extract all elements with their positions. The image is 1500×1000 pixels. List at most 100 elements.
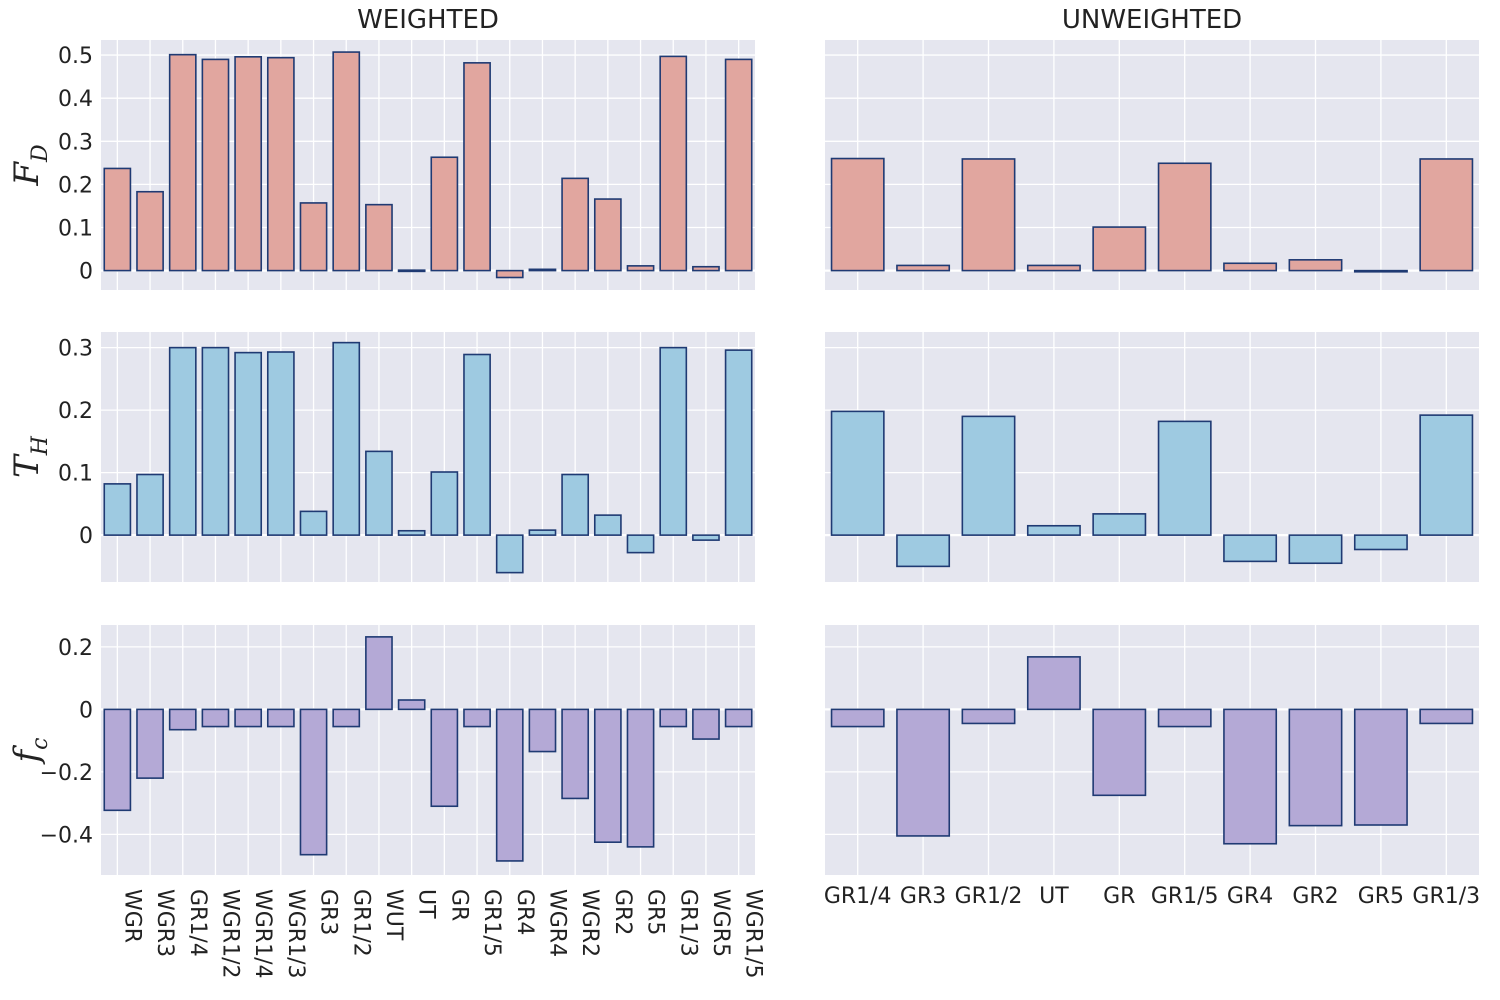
bar-GR1/3	[659, 346, 688, 536]
bar-WGR	[103, 167, 132, 272]
bar-WUT	[365, 203, 393, 272]
bar-UT	[1026, 264, 1081, 272]
bar-GR5	[626, 265, 655, 272]
x-tick-label: GR4	[512, 889, 537, 935]
bar-GR4	[495, 534, 524, 574]
panels: FD00.10.20.30.40.5TH00.10.20.3fc−0.4−0.2…	[7, 40, 1480, 979]
bar-WGR2	[561, 177, 590, 272]
bar-GR1/5	[1157, 708, 1212, 728]
x-tick-label: WUT	[381, 889, 406, 941]
panel-1-1	[825, 332, 1479, 582]
bar-GR5	[1353, 708, 1408, 826]
x-tick-label: GR1/5	[1151, 884, 1219, 909]
x-tick-label: UT	[414, 889, 439, 919]
x-tick-label: UT	[1039, 884, 1069, 909]
bar-WUT	[365, 636, 393, 711]
bar-WGR1/3	[266, 56, 295, 272]
panel-background	[825, 40, 1479, 290]
x-tick-label: GR1/4	[185, 889, 210, 957]
bar-WGR	[103, 483, 132, 536]
bar-GR1/5	[463, 708, 491, 728]
y-tick-label: 0.2	[58, 173, 93, 198]
x-tick-label: WGR	[119, 889, 144, 943]
bar-GR1/4	[168, 346, 197, 536]
bar-WGR1/2	[201, 708, 230, 728]
x-tick-label: WGR3	[152, 889, 177, 957]
bar-UT	[397, 529, 426, 536]
bar-GR5	[626, 708, 655, 848]
y-axis-label-main: T	[7, 453, 47, 478]
bar-UT	[397, 699, 426, 711]
bar-WGR5	[692, 708, 720, 740]
x-tick-label: WGR5	[708, 889, 733, 957]
bar-WGR4	[528, 708, 557, 753]
panel-0-0: 0 0.1 0.2 0.3 0.4 0.5	[58, 40, 755, 290]
bar-WGR1/4	[234, 351, 263, 536]
bar-GR4	[1223, 708, 1278, 845]
column-title-unweighted: UNWEIGHTED	[1062, 5, 1242, 35]
x-tick-label: GR1/3	[675, 889, 700, 957]
y-tick-label: 0.3	[58, 337, 93, 362]
bar-GR1/2	[961, 708, 1016, 725]
x-tick-label: GR	[446, 889, 471, 921]
y-axis-label-row-1: TH	[7, 435, 53, 478]
bar-WGR1/3	[266, 708, 295, 728]
bar-GR1/3	[1419, 708, 1474, 725]
x-tick-label: GR2	[1292, 884, 1338, 909]
bar-GR2	[593, 514, 622, 536]
bar-GR4	[1223, 262, 1278, 272]
x-tick-label: GR1/3	[1412, 884, 1480, 909]
bar-UT	[397, 269, 426, 273]
bar-GR	[1092, 226, 1147, 272]
bar-GR4	[495, 269, 524, 279]
y-axis-label-row-0: FD	[7, 144, 53, 187]
y-tick-label: 0.2	[58, 399, 93, 424]
panel-background	[101, 625, 755, 875]
bar-WGR1/2	[201, 58, 230, 272]
y-tick-label: 0.3	[58, 130, 93, 155]
bar-WGR1/4	[234, 708, 263, 728]
y-tick-label: 0	[79, 524, 93, 549]
bar-WGR3	[136, 708, 164, 779]
bar-GR1/2	[332, 708, 361, 728]
y-axis-label-subscript: D	[28, 144, 53, 163]
bar-GR3	[299, 202, 328, 272]
bar-WGR1/4	[234, 56, 263, 272]
x-tick-label: GR	[1103, 884, 1135, 909]
y-tick-label: 0	[79, 698, 93, 723]
bar-WGR1/3	[266, 351, 295, 536]
x-tick-label: WGR4	[544, 889, 569, 957]
y-tick-label: 0.1	[58, 217, 93, 242]
bar-WGR4	[528, 268, 557, 272]
bar-GR1/5	[1157, 420, 1212, 536]
bar-GR5	[1353, 534, 1408, 551]
bar-GR4	[495, 708, 524, 862]
y-axis-label-main: F	[7, 161, 47, 187]
bar-GR1/2	[332, 51, 361, 272]
bar-GR3	[896, 264, 951, 272]
x-tick-label: GR5	[1358, 884, 1404, 909]
bar-GR2	[593, 708, 622, 843]
bar-GR	[1092, 513, 1147, 536]
bar-WGR5	[692, 534, 720, 541]
y-tick-label: 0.2	[58, 636, 93, 661]
panel-1-2: GR1/4 GR3 GR1/2 UT GR GR1/5 GR4 GR2 GR5 GR1/3	[824, 625, 1480, 909]
x-tick-label: GR5	[643, 889, 668, 935]
bar-GR1/3	[1419, 158, 1474, 272]
bar-GR1/3	[659, 708, 688, 728]
y-axis-label-subscript: c	[28, 738, 53, 750]
bar-WGR1/2	[201, 346, 230, 536]
panel-0-1: 0 0.1 0.2 0.3	[58, 332, 755, 582]
bar-GR1/4	[168, 53, 197, 272]
y-tick-label: 0.4	[58, 87, 93, 112]
bar-WGR3	[136, 190, 164, 272]
column-title-weighted: WEIGHTED	[357, 5, 499, 35]
bar-GR	[1092, 708, 1147, 797]
y-tick-label: −0.2	[40, 761, 93, 786]
bar-GR1/2	[961, 415, 1016, 536]
bar-WGR2	[561, 473, 590, 536]
bar-WGR1/5	[724, 58, 753, 272]
x-tick-label: WGR2	[577, 889, 602, 957]
bar-GR1/5	[463, 353, 491, 536]
